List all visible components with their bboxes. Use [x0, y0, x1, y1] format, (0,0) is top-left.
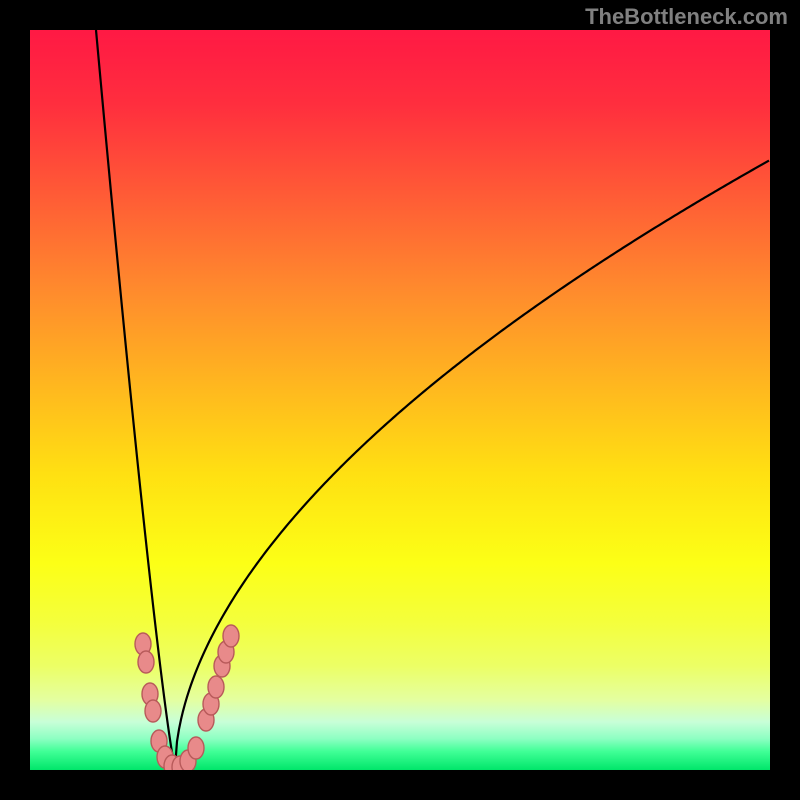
- data-marker: [145, 700, 161, 722]
- plot-area: [30, 30, 770, 770]
- data-marker: [138, 651, 154, 673]
- bottleneck-curve: [96, 30, 769, 768]
- data-marker: [188, 737, 204, 759]
- watermark-text: TheBottleneck.com: [585, 4, 788, 30]
- data-marker: [208, 676, 224, 698]
- chart-frame: TheBottleneck.com: [0, 0, 800, 800]
- curve-layer: [30, 30, 770, 770]
- data-marker: [223, 625, 239, 647]
